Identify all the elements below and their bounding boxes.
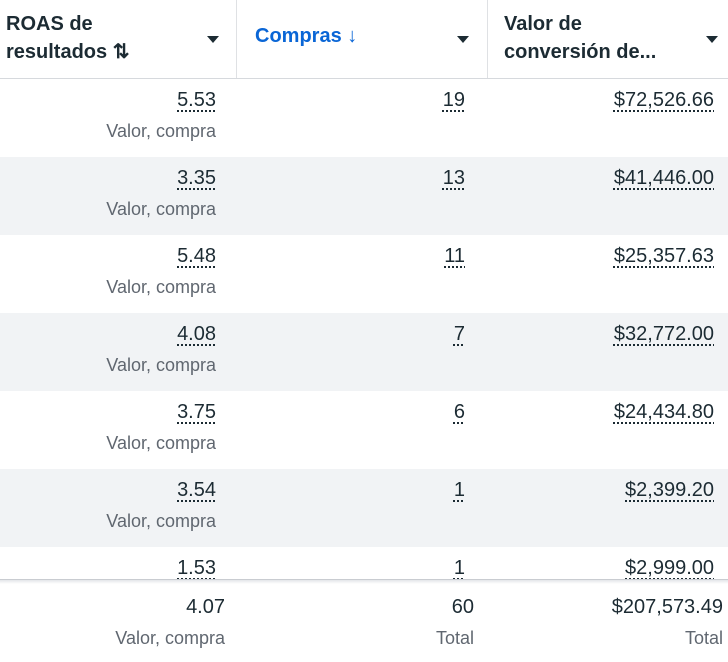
column-title-valor-conversion: Valor de conversión de...	[504, 13, 657, 63]
table-row: 5.53 Valor, compra 19 $72,526.66	[0, 79, 728, 157]
roas-value[interactable]: 3.35	[177, 167, 216, 189]
column-title-roas: ROAS de resultados ⇅	[6, 13, 130, 63]
roas-label: Valor, compra	[106, 511, 216, 531]
valor-value[interactable]: $41,446.00	[613, 167, 714, 189]
table-row: 1.53 1 $2,999.00	[0, 547, 728, 579]
compras-value[interactable]: 19	[442, 89, 465, 111]
roas-value[interactable]: 5.48	[177, 245, 216, 267]
valor-value[interactable]: $2,999.00	[625, 557, 714, 579]
roas-value[interactable]: 3.75	[177, 401, 216, 423]
valor-value[interactable]: $72,526.66	[613, 89, 714, 111]
compras-value[interactable]: 1	[453, 479, 465, 501]
table-header: ROAS de resultados ⇅ Compras ↓ Valor de …	[0, 0, 728, 79]
compras-value[interactable]: 6	[453, 401, 465, 423]
roas-value[interactable]: 5.53	[177, 89, 216, 111]
valor-value[interactable]: $32,772.00	[613, 323, 714, 345]
table-body: 5.53 Valor, compra 19 $72,526.66 3.35 Va…	[0, 79, 728, 579]
column-header-roas[interactable]: ROAS de resultados ⇅	[0, 0, 237, 78]
roas-label: Valor, compra	[106, 433, 216, 453]
table-row: 4.08 Valor, compra 7 $32,772.00	[0, 313, 728, 391]
valor-value[interactable]: $25,357.63	[613, 245, 714, 267]
roas-label: Valor, compra	[106, 199, 216, 219]
total-roas: 4.07	[186, 596, 225, 618]
roas-value[interactable]: 4.08	[177, 323, 216, 345]
caret-down-icon[interactable]	[207, 36, 219, 43]
table-row: 3.54 Valor, compra 1 $2,399.20	[0, 469, 728, 547]
roas-label: Valor, compra	[106, 121, 216, 141]
column-header-compras[interactable]: Compras ↓	[237, 0, 488, 78]
roas-label: Valor, compra	[106, 277, 216, 297]
table-footer-totals: 4.07 Valor, compra 60 Total $207,573.49 …	[0, 584, 728, 662]
caret-down-icon[interactable]	[457, 36, 469, 43]
caret-down-icon[interactable]	[706, 36, 718, 43]
footer-divider	[0, 579, 728, 584]
compras-value[interactable]: 7	[453, 323, 465, 345]
total-valor-label: Total	[684, 628, 723, 648]
compras-value[interactable]: 1	[453, 557, 465, 579]
column-header-valor-conversion[interactable]: Valor de conversión de...	[488, 0, 728, 78]
table-row: 3.75 Valor, compra 6 $24,434.80	[0, 391, 728, 469]
table-row: 5.48 Valor, compra 11 $25,357.63	[0, 235, 728, 313]
table-row: 3.35 Valor, compra 13 $41,446.00	[0, 157, 728, 235]
compras-value[interactable]: 13	[442, 167, 465, 189]
roas-value[interactable]: 3.54	[177, 479, 216, 501]
total-compras-label: Total	[435, 628, 474, 648]
roas-label: Valor, compra	[106, 355, 216, 375]
roas-value[interactable]: 1.53	[177, 557, 216, 579]
total-roas-label: Valor, compra	[115, 628, 225, 648]
total-valor: $207,573.49	[611, 596, 723, 618]
total-compras: 60	[451, 596, 474, 618]
column-title-compras: Compras ↓	[255, 25, 358, 47]
valor-value[interactable]: $2,399.20	[625, 479, 714, 501]
valor-value[interactable]: $24,434.80	[613, 401, 714, 423]
compras-value[interactable]: 11	[444, 245, 465, 267]
